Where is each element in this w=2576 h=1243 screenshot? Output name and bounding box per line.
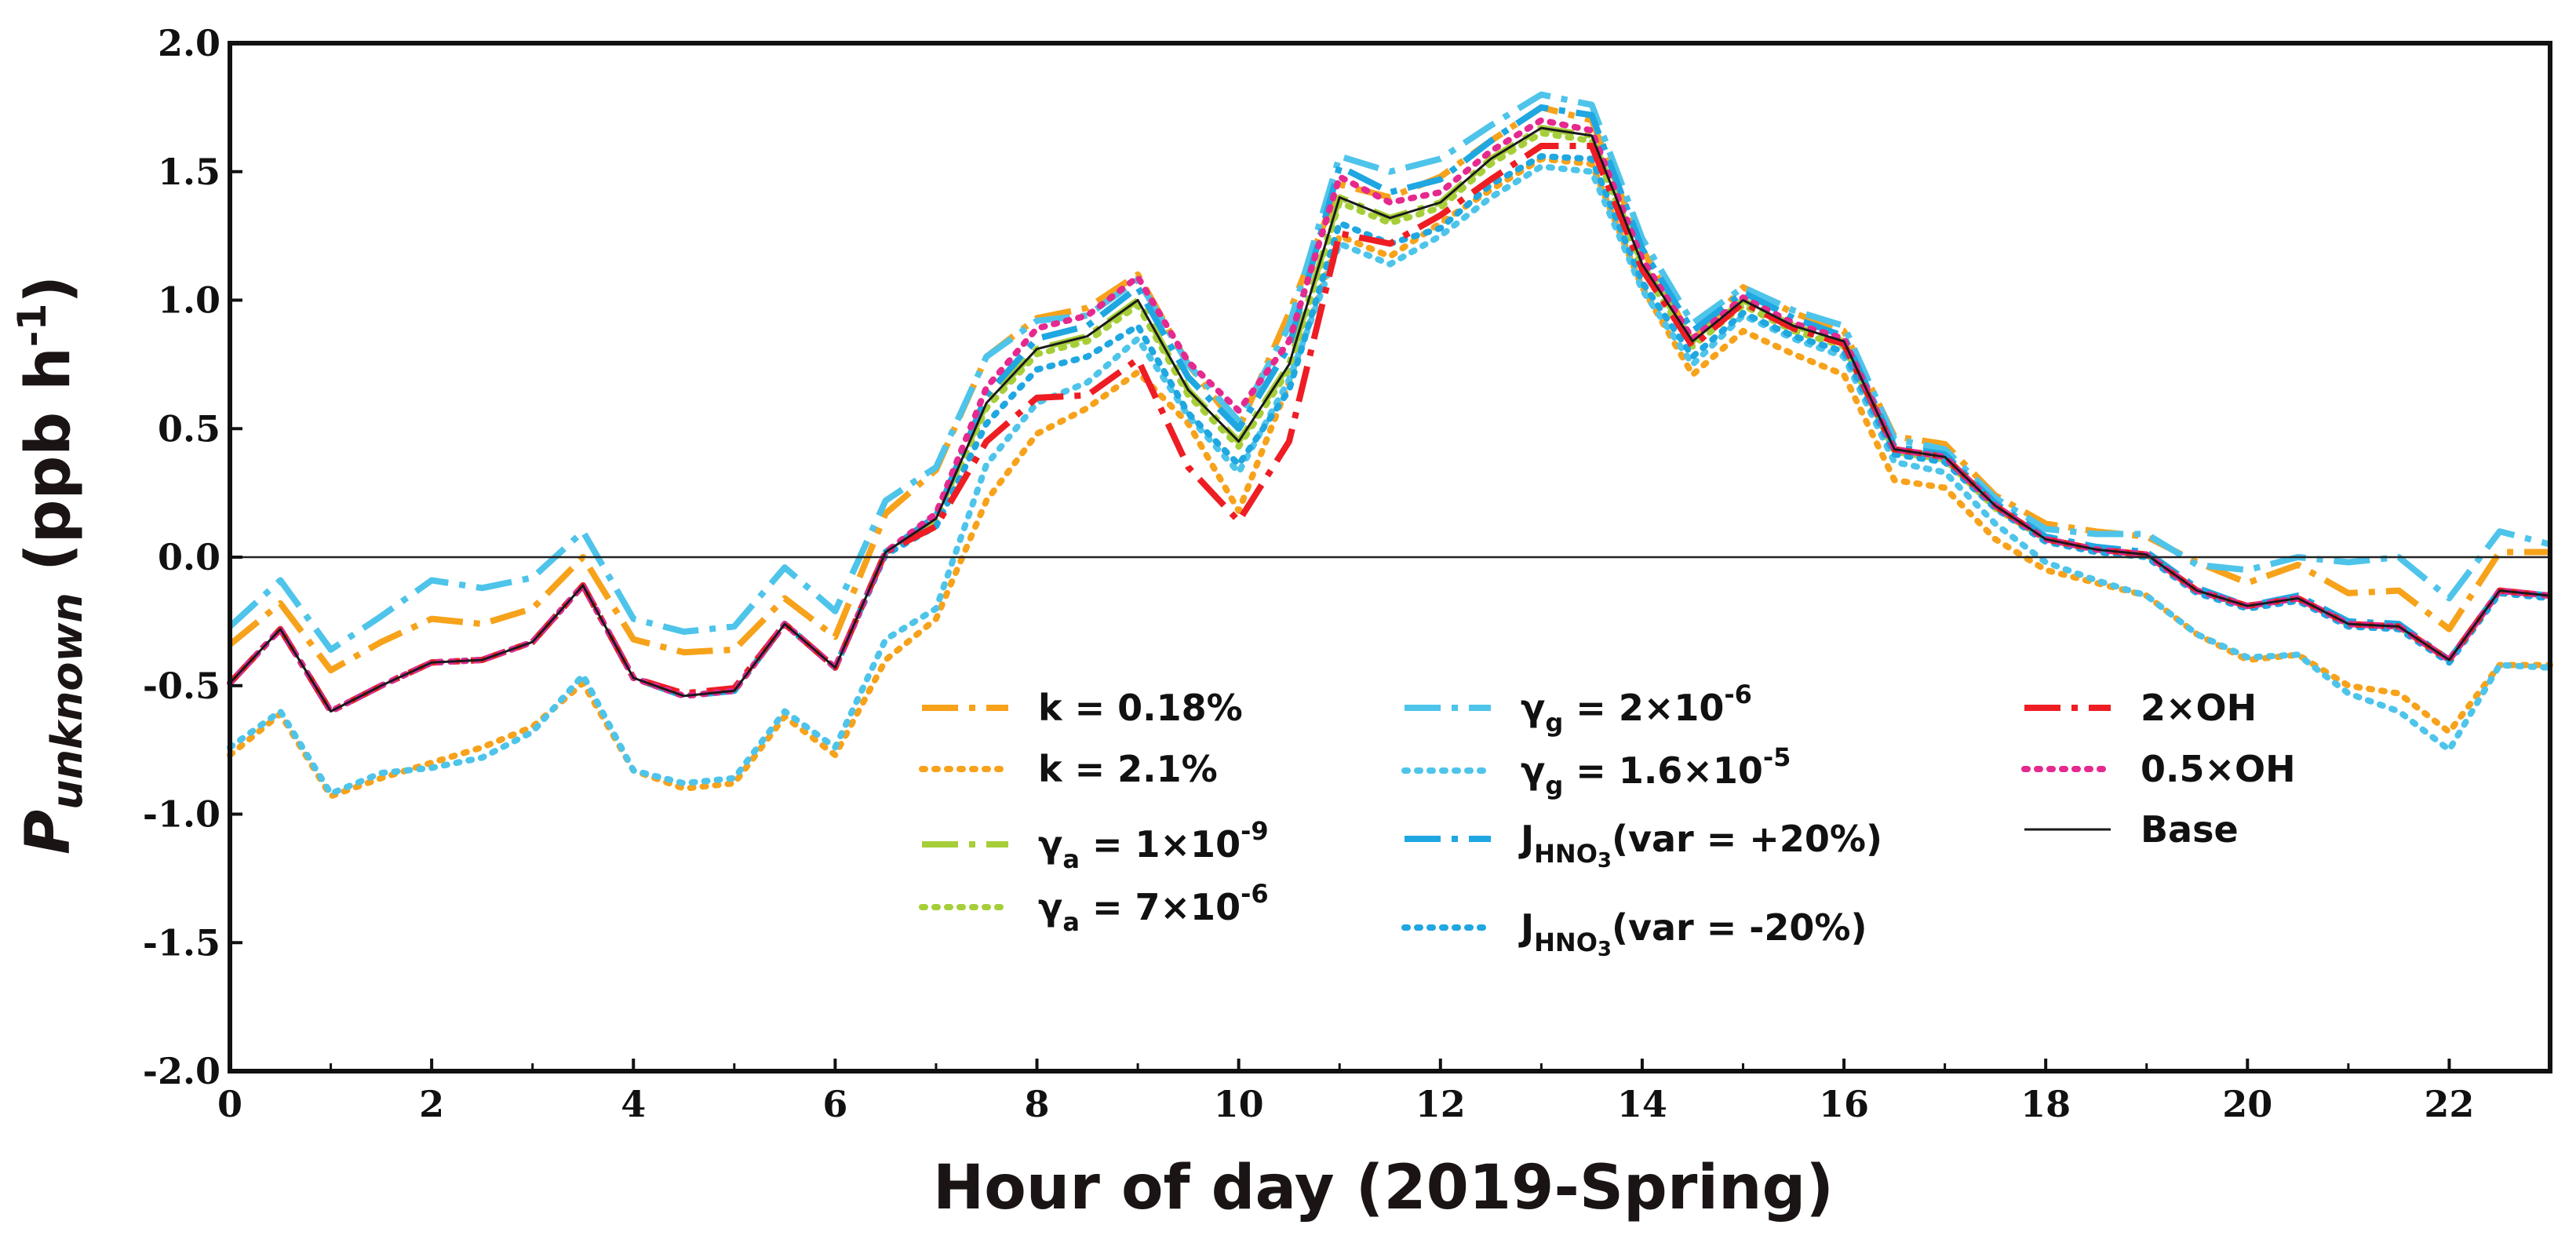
series-line-2 xyxy=(228,125,2551,715)
x-tick-label: 8 xyxy=(1025,1083,1050,1125)
legend-label-5: γg = 1.6×10-5 xyxy=(1521,742,1791,800)
series-line-0 xyxy=(228,104,2550,674)
y-axis-label-unit: (ppb h xyxy=(13,347,84,592)
x-tick-label: 6 xyxy=(822,1083,847,1125)
x-tick-label: 14 xyxy=(1617,1083,1667,1125)
y-tick-label: -2.0 xyxy=(143,1050,220,1092)
x-tick-label: 2 xyxy=(419,1083,444,1125)
y-axis-label-subscript: unknown xyxy=(42,592,92,810)
x-tick-label: 22 xyxy=(2424,1083,2474,1125)
y-tick-label: -0.5 xyxy=(143,665,220,707)
legend: k = 0.18% k = 2.1% γa = 1×10-9γa = 7×10-6 γ… xyxy=(919,680,2296,961)
y-tick-label: 0.0 xyxy=(158,536,220,578)
x-tick-label: 10 xyxy=(1214,1083,1264,1125)
x-axis-label: Hour of day (2019-Spring) xyxy=(933,1153,1834,1223)
series-line-9 xyxy=(227,117,2553,715)
y-tick-label: 0.5 xyxy=(158,407,220,450)
x-tick-label: 20 xyxy=(2222,1083,2272,1125)
y-axis-label-unit-close: ) xyxy=(13,275,84,304)
legend-label-6: JHNO3(var = +20%) xyxy=(1518,818,1882,873)
legend-label-10: Base xyxy=(2141,808,2239,851)
y-axis-label-unit-sup: -1 xyxy=(9,304,55,348)
series-line-8 xyxy=(228,143,2551,715)
y-tick-label: 2.0 xyxy=(158,22,220,64)
legend-label-0: k = 0.18% xyxy=(1038,687,1243,729)
x-tick-label: 4 xyxy=(621,1083,646,1125)
legend-label-4: γg = 2×10-6 xyxy=(1521,680,1752,738)
y-axis-label-main: P xyxy=(13,810,84,855)
legend-label-9: 0.5×OH xyxy=(2141,748,2296,790)
x-tick-label: 16 xyxy=(1819,1083,1869,1125)
series-line-5 xyxy=(227,163,2553,797)
legend-label-7: JHNO3(var = -20%) xyxy=(1518,906,1867,961)
x-tick-label: 18 xyxy=(2020,1083,2071,1125)
x-tick-label: 12 xyxy=(1416,1083,1466,1125)
series-line-1 xyxy=(227,155,2553,800)
y-axis-label: Punknown (ppb h-1) xyxy=(9,275,92,855)
series-line-10 xyxy=(228,126,2551,713)
legend-label-8: 2×OH xyxy=(2141,687,2257,729)
x-tick-label: 0 xyxy=(217,1083,242,1125)
legend-label-1: k = 2.1% xyxy=(1038,748,1218,790)
tick-layer: 0 2 4 6 8 10 12 14 16 18 20 22 -2.0 -1.5 -1.0 -0.5 0.0 0.… xyxy=(143,22,2552,1125)
y-tick-label: 1.5 xyxy=(158,151,220,193)
series-layer xyxy=(227,91,2553,800)
legend-label-3: γa = 7×10-6 xyxy=(1038,879,1269,937)
y-tick-label: -1.0 xyxy=(143,793,220,836)
y-tick-label: 1.0 xyxy=(158,279,220,322)
legend-label-2: γa = 1×10-9 xyxy=(1038,816,1269,874)
series-line-7 xyxy=(227,153,2553,715)
y-tick-label: -1.5 xyxy=(143,921,220,964)
series-line-4 xyxy=(228,91,2551,653)
